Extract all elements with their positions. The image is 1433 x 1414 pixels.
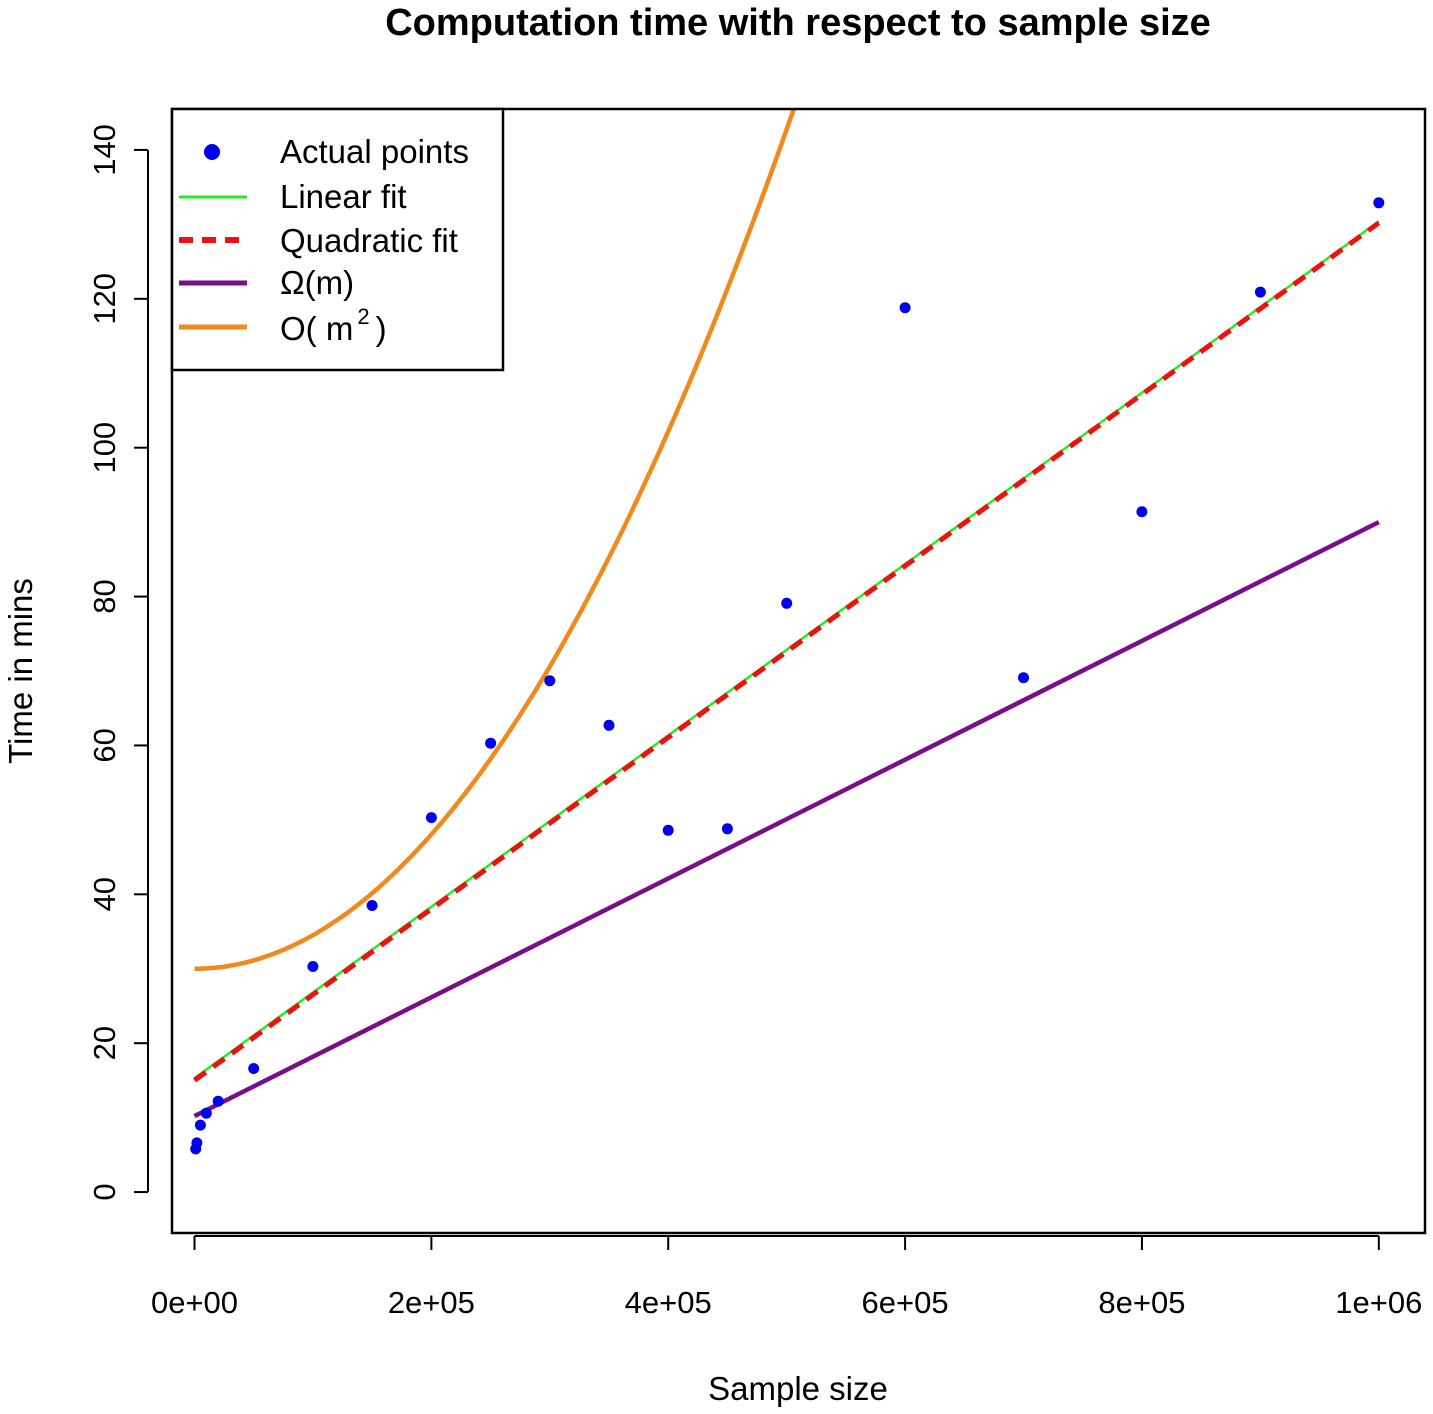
big-o-curve	[194, 108, 796, 971]
legend-label-actual-points: Actual points	[280, 133, 469, 170]
data-point	[662, 824, 674, 836]
quadratic-fit-line	[193, 220, 1381, 1083]
x-axis: 0e+00 2e+05 4e+05 6e+05 8e+05 1e+06	[151, 1235, 1422, 1320]
data-point	[485, 737, 497, 749]
data-point	[191, 1137, 203, 1149]
y-tick-label: 20	[87, 1026, 122, 1060]
legend-label-quadratic-fit: Quadratic fit	[280, 222, 458, 259]
data-point	[1018, 672, 1029, 684]
x-tick-label: 4e+05	[625, 1285, 712, 1320]
data-point	[425, 812, 437, 824]
data-point	[366, 900, 378, 911]
x-tick-label: 0e+00	[151, 1285, 238, 1320]
legend-label-big-o-exponent: 2	[357, 304, 369, 329]
y-tick-label: 80	[87, 579, 122, 613]
data-point	[721, 823, 733, 835]
data-point	[248, 1063, 260, 1074]
y-axis: 0 20 40 60 80 100 120 140	[87, 124, 149, 1201]
x-tick-label: 6e+05	[862, 1285, 949, 1320]
y-tick-label: 60	[87, 728, 122, 762]
data-point	[200, 1107, 212, 1119]
data-point	[307, 961, 319, 972]
x-tick-label: 1e+06	[1335, 1285, 1422, 1320]
y-tick-label: 140	[87, 124, 122, 176]
legend-marker-actual-points	[204, 144, 220, 160]
legend-label-big-o-base: O( m	[280, 310, 353, 347]
data-point	[212, 1095, 224, 1107]
data-point	[544, 675, 556, 687]
data-point	[194, 1119, 206, 1131]
data-point	[1136, 506, 1148, 518]
legend: Actual points Linear fit Quadratic fit Ω…	[170, 107, 505, 372]
y-tick-label: 100	[87, 422, 122, 474]
plot-lines	[193, 108, 1381, 1119]
legend-label-big-o: O( m 2)	[280, 304, 387, 347]
data-point	[899, 302, 911, 314]
y-axis-label: Time in mins	[2, 578, 39, 764]
plot-frame	[170, 107, 1427, 1235]
data-point	[1254, 286, 1266, 298]
x-axis-label: Sample size	[708, 1370, 888, 1407]
legend-label-big-o-closing: )	[376, 310, 387, 347]
legend-label-omega: Ω(m)	[280, 264, 354, 301]
y-tick-label: 40	[87, 877, 122, 911]
x-tick-label: 2e+05	[388, 1285, 475, 1320]
y-tick-label: 0	[87, 1183, 122, 1200]
omega-line	[193, 520, 1380, 1119]
chart-title: Computation time with respect to sample …	[385, 2, 1211, 44]
plot-points	[190, 197, 1385, 1155]
x-tick-label: 8e+05	[1098, 1285, 1185, 1320]
data-point	[781, 597, 793, 609]
data-point	[603, 719, 615, 731]
data-point	[1373, 197, 1385, 209]
y-tick-label: 120	[87, 273, 122, 325]
legend-label-linear-fit: Linear fit	[280, 178, 407, 215]
